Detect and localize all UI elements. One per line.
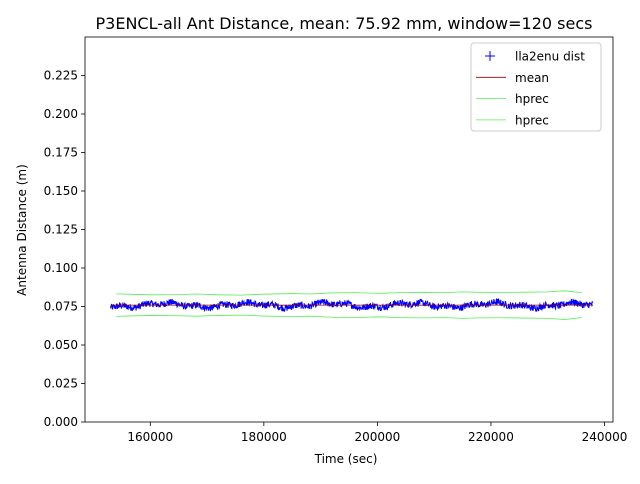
chart-title: P3ENCL-all Ant Distance, mean: 75.92 mm,…	[96, 14, 593, 33]
plot-area: 160000 180000 200000 220000 240000 0.000 0.025…	[44, 36, 628, 444]
y-tick-label: 0.150	[44, 184, 78, 198]
x-tick-label: 180000	[241, 430, 287, 444]
axes-frame	[84, 36, 614, 423]
y-tick-label: 0.075	[44, 300, 78, 314]
y-tick-label: 0.050	[44, 338, 78, 352]
x-tick-label: 220000	[468, 430, 514, 444]
y-tick-label: 0.000	[44, 415, 78, 429]
y-tick-label: 0.125	[44, 223, 78, 237]
y-tick-label: 0.175	[44, 146, 78, 160]
x-tick-label: 240000	[582, 430, 628, 444]
y-tick-label: 0.225	[44, 69, 78, 83]
x-axis-label: Time (sec)	[314, 452, 378, 466]
x-tick-label: 160000	[127, 430, 173, 444]
legend-label: hprec	[515, 92, 549, 106]
y-tick-label: 0.200	[44, 107, 78, 121]
y-tick-label: 0.025	[44, 377, 78, 391]
y-tick-label: 0.100	[44, 261, 78, 275]
legend-box	[470, 42, 602, 132]
x-tick-label: 200000	[354, 430, 400, 444]
series-hprec	[116, 290, 582, 296]
legend-label: mean	[515, 71, 549, 85]
legend-label: hprec	[515, 113, 549, 127]
legend: lla2enu dist mean hprec hprec	[470, 42, 602, 132]
y-axis-label: Antenna Distance (m)	[15, 164, 29, 296]
legend-label: lla2enu dist	[515, 50, 585, 64]
series-hprec	[116, 314, 582, 320]
